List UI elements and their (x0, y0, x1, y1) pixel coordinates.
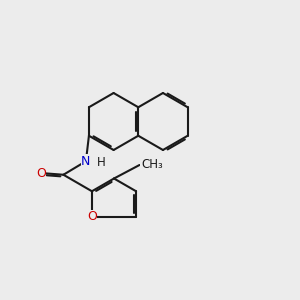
Text: CH₃: CH₃ (141, 158, 163, 172)
Text: O: O (36, 167, 46, 180)
Text: N: N (81, 155, 91, 168)
Text: H: H (97, 156, 106, 169)
Text: O: O (87, 210, 97, 223)
